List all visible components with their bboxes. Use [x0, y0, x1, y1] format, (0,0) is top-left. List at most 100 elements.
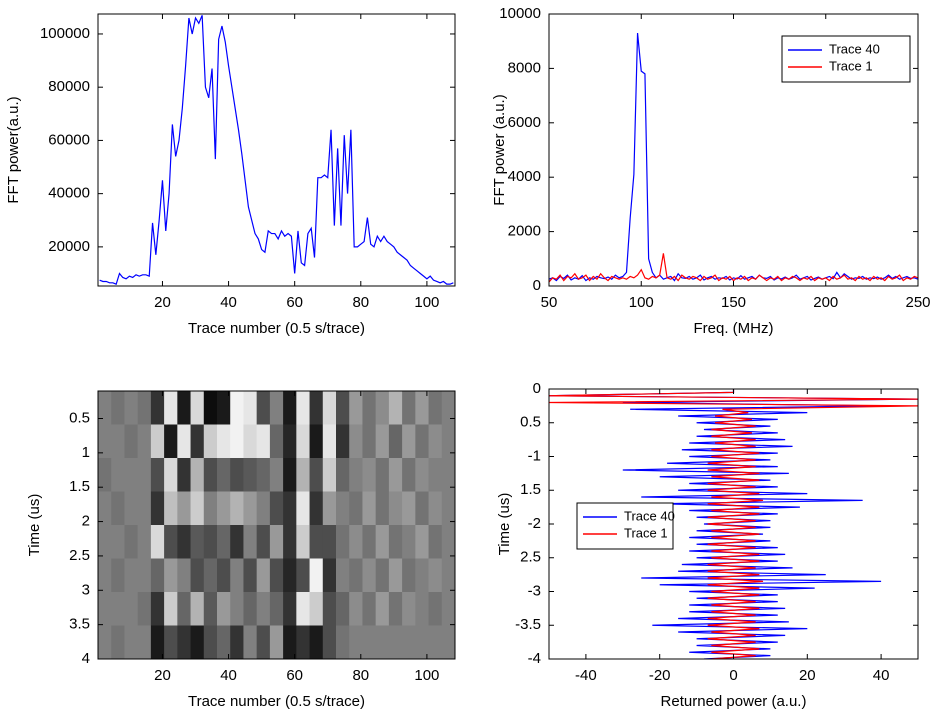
x-tick-label: 40 — [220, 667, 237, 684]
heatmap-cell — [428, 491, 443, 526]
heatmap-cell — [177, 458, 192, 492]
heatmap-cell — [402, 625, 416, 659]
heatmap-cell — [362, 558, 377, 593]
heatmap-cell — [164, 525, 178, 559]
heatmap-cell — [336, 491, 350, 526]
x-tick-label: 50 — [541, 294, 558, 311]
x-tick-label: -40 — [575, 667, 597, 684]
heatmap-cell — [362, 391, 377, 425]
heatmap-cell — [336, 458, 350, 492]
heatmap-cell — [375, 558, 390, 593]
heatmap-cell — [296, 491, 311, 526]
heatmap-cell — [415, 391, 430, 425]
heatmap-cell — [375, 391, 390, 425]
heatmap-cell — [203, 592, 218, 626]
axes-frame — [97, 390, 456, 660]
heatmap-cell — [296, 625, 311, 659]
heatmap-cell — [269, 525, 284, 559]
heatmap-cell — [322, 625, 337, 659]
heatmap-cell — [322, 558, 337, 593]
heatmap-cell — [164, 458, 178, 492]
x-tick-label: 60 — [286, 667, 303, 684]
heatmap-cell — [230, 558, 244, 593]
heatmap-cell — [177, 558, 192, 593]
heatmap-cell — [243, 424, 258, 459]
y-tick-label: 4000 — [508, 168, 541, 185]
heatmap-cell — [256, 592, 271, 626]
heatmap-cell — [217, 625, 231, 659]
heatmap-cell — [322, 525, 337, 559]
y-tick-label: 3 — [82, 581, 90, 598]
heatmap-cell — [269, 458, 284, 492]
heatmap-cell — [243, 458, 258, 492]
heatmap-cell — [124, 592, 139, 626]
heatmap-cell — [388, 558, 403, 593]
y-tick-label: 0.5 — [520, 414, 541, 431]
heatmap-cell — [415, 625, 430, 659]
x-tick-label: 80 — [352, 667, 369, 684]
y-tick-label: 2 — [82, 513, 90, 530]
heatmap-cell — [296, 424, 311, 459]
heatmap-cell — [137, 458, 152, 492]
heatmap-cell — [124, 625, 139, 659]
heatmap-cell — [309, 391, 324, 425]
heatmap-cell — [283, 558, 297, 593]
y-tick-label: 0 — [533, 277, 541, 294]
heatmap-cell — [269, 391, 284, 425]
y-tick-label: -1 — [528, 447, 541, 464]
heatmap-cell — [296, 592, 311, 626]
heatmap-cell — [150, 592, 165, 626]
y-tick-label: 40000 — [48, 185, 90, 202]
legend-label: Trace 1 — [624, 525, 668, 540]
heatmap-cell — [441, 458, 455, 492]
heatmap-cell — [137, 558, 152, 593]
heatmap-cell — [402, 424, 416, 459]
heatmap-cell — [388, 391, 403, 425]
heatmap-cell — [415, 491, 430, 526]
heatmap-cell — [164, 424, 178, 459]
heatmap-cell — [283, 458, 297, 492]
heatmap-cell — [111, 525, 125, 559]
heatmap-cell — [362, 458, 377, 492]
heatmap-cell — [124, 391, 139, 425]
heatmap-cell — [375, 458, 390, 492]
heatmap-cell — [111, 558, 125, 593]
heatmap-cell — [230, 525, 244, 559]
heatmap-cell — [309, 525, 324, 559]
heatmap-cell — [362, 592, 377, 626]
heatmap-cell — [190, 491, 205, 526]
heatmap-cell — [296, 525, 311, 559]
heatmap-cell — [269, 491, 284, 526]
heatmap-cell — [256, 458, 271, 492]
y-tick-label: -3 — [528, 582, 541, 599]
heatmap-cell — [349, 491, 363, 526]
plot-area — [549, 32, 918, 283]
heatmap-cell — [203, 424, 218, 459]
heatmap-cell — [296, 458, 311, 492]
heatmap-cell — [203, 391, 218, 425]
heatmap-cell — [349, 458, 363, 492]
heatmap-cell — [415, 458, 430, 492]
heatmap-cell — [388, 491, 403, 526]
heatmap-cell — [283, 391, 297, 425]
heatmap-cell — [309, 491, 324, 526]
y-tick-label: 1 — [82, 444, 90, 461]
heatmap-cell — [164, 391, 178, 425]
heatmap-cell — [349, 558, 363, 593]
y-tick-label: -2 — [528, 515, 541, 532]
heatmap-cell — [336, 592, 350, 626]
heatmap-cell — [349, 424, 363, 459]
heatmap-cell — [230, 424, 244, 459]
x-tick-label: 40 — [873, 667, 890, 684]
heatmap-cell — [203, 491, 218, 526]
heatmap-cell — [243, 391, 258, 425]
heatmap-cell — [441, 558, 455, 593]
heatmap-cell — [124, 424, 139, 459]
heatmap-cell — [402, 458, 416, 492]
y-tick-label: 80000 — [48, 78, 90, 95]
y-axis-label: Time (us) — [496, 493, 513, 556]
heatmap-cell — [388, 424, 403, 459]
heatmap-cell — [441, 424, 455, 459]
heatmap-cell — [349, 525, 363, 559]
heatmap-cell — [415, 525, 430, 559]
